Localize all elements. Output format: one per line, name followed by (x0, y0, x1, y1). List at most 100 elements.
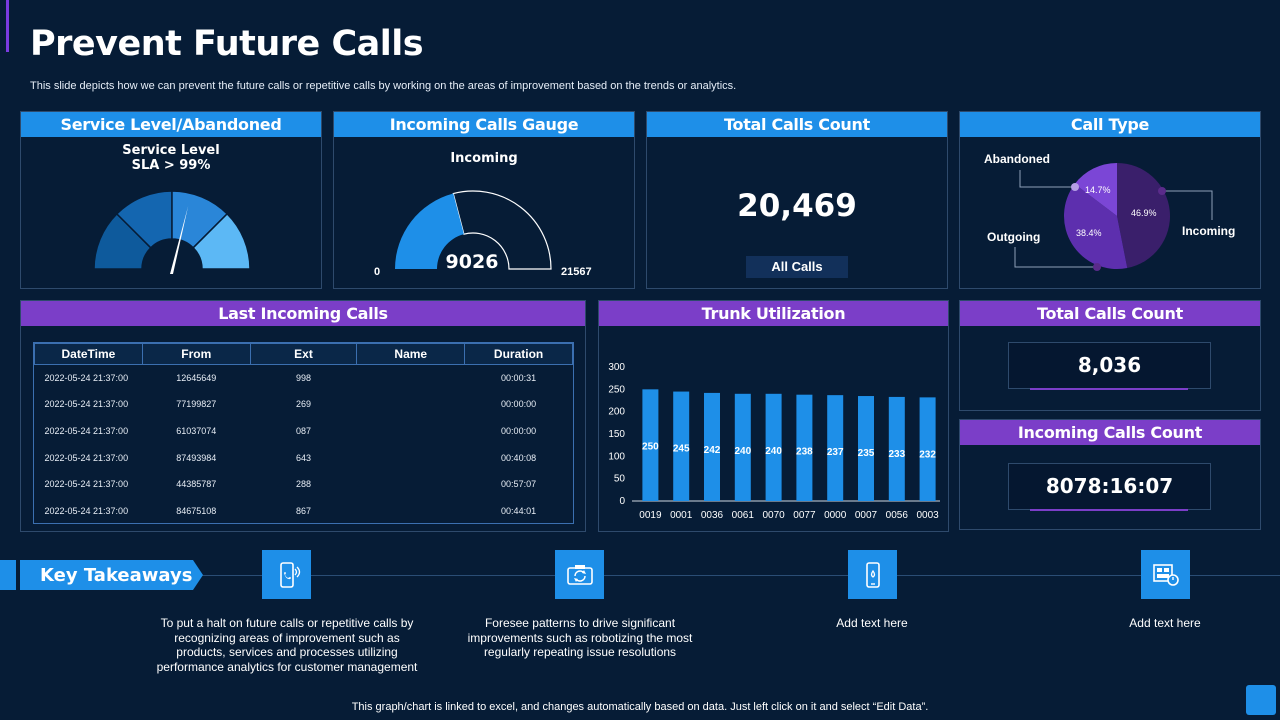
table-cell-ext: 998 (295, 373, 312, 384)
x-tick-label: 0070 (762, 510, 785, 521)
legend-abandoned: Abandoned (984, 152, 1050, 166)
service-level-label: Service Level SLA > 99% (21, 143, 321, 173)
service-level-heading: Service Level/Abandoned (21, 112, 321, 137)
table-cell-duration: 00:00:31 (501, 373, 537, 384)
incoming-gauge (395, 190, 552, 270)
col-duration[interactable]: Duration (464, 343, 573, 365)
table-row[interactable]: 2022-05-24 21:37:00 61037074 087 00:00:00 (35, 418, 573, 445)
legend-outgoing: Outgoing (987, 230, 1041, 244)
gauge-fill (395, 193, 464, 269)
phone-icon (262, 550, 311, 599)
table-cell-duration: 00:40:08 (501, 452, 537, 463)
incoming-gauge-label: Incoming (450, 151, 518, 166)
table-cell-from: 84675108 (176, 505, 217, 516)
x-tick-label: 0001 (670, 510, 693, 521)
legend-incoming: Incoming (1182, 224, 1236, 238)
outgoing-leader-line (1014, 247, 1097, 268)
table-cell-name (357, 418, 465, 445)
incoming-gauge-panel: Incoming Calls Gauge Incoming 9026 0 215… (333, 111, 635, 289)
bar-value-label: 250 (642, 441, 659, 452)
takeaway-text-3: Add text here (836, 616, 908, 630)
table-cell-datetime: 2022-05-24 21:37:00 (44, 452, 129, 463)
trunk-utilization-panel: Trunk Utilization 0 50 100 150 200 250 300 250 0… (598, 300, 949, 532)
col-from[interactable]: From (141, 343, 251, 365)
table-row[interactable]: 2022-05-24 21:37:00 77199827 269 00:00:00 (35, 391, 573, 418)
col-name[interactable]: Name (356, 343, 466, 365)
col-ext[interactable]: Ext (249, 343, 358, 365)
takeaway-text-2: Foresee patterns to drive significant im… (467, 616, 693, 659)
gauge-needle (170, 206, 189, 274)
y-tick-label: 100 (608, 451, 625, 462)
bar-value-label: 237 (827, 447, 844, 458)
footer-note: This graph/chart is linked to excel, and… (351, 701, 929, 713)
x-tick-label: 0000 (824, 510, 847, 521)
page-subtitle: This slide depicts how we can prevent th… (30, 80, 737, 92)
pie-label-abandoned: 14.7% (1085, 185, 1111, 195)
trunk-utilization-heading: Trunk Utilization (599, 301, 948, 326)
pie-slice-outgoing (1064, 184, 1128, 269)
last-calls-panel: Last Incoming Calls DateTime From Ext Na… (20, 300, 586, 532)
incoming-count-panel: Incoming Calls Count 8078:16:07 (959, 419, 1261, 530)
takeaways-tab (0, 560, 16, 590)
total-calls-2-value: 8,036 (1008, 342, 1211, 389)
incoming-leader-line (1162, 190, 1213, 220)
table-cell-from: 61037074 (176, 425, 217, 436)
total-calls-2-underline (1030, 388, 1188, 390)
y-tick-label: 300 (608, 362, 625, 373)
table-header-row: DateTime From Ext Name Duration (34, 343, 573, 365)
table-cell-name (357, 444, 465, 471)
table-row[interactable]: 2022-05-24 21:37:00 44385787 288 00:57:07 (35, 471, 573, 498)
table-cell-datetime: 2022-05-24 21:37:00 (44, 373, 129, 384)
table-cell-duration: 00:00:00 (501, 425, 537, 436)
incoming-marker (1158, 187, 1166, 195)
table-cell-duration: 00:00:00 (501, 399, 537, 410)
total-calls-heading: Total Calls Count (647, 112, 947, 137)
total-calls-caption: All Calls (746, 256, 848, 278)
bar-value-label: 240 (734, 446, 751, 457)
takeaway-text-4: Add text here (1129, 616, 1201, 630)
trunk-utilization-chart: 0 50 100 150 200 250 300 250 0019 245 0001 242 0036 2… (608, 362, 940, 521)
incoming-count-heading: Incoming Calls Count (960, 420, 1260, 445)
call-type-panel: Call Type Abandoned Incoming Outgoing 46… (959, 111, 1261, 289)
bar-0061 (734, 393, 751, 501)
table-cell-from: 77199827 (176, 399, 217, 410)
x-tick-label: 0077 (793, 510, 816, 521)
incoming-gauge-min: 0 (374, 266, 381, 278)
service-level-panel: Service Level/Abandoned Service Level SL… (20, 111, 322, 289)
dashboard-icon (1141, 550, 1190, 599)
call-type-heading: Call Type (960, 112, 1260, 137)
table-cell-datetime: 2022-05-24 21:37:00 (44, 479, 129, 490)
table-cell-name (357, 497, 465, 524)
bar-value-label: 232 (919, 449, 936, 460)
pie-label-outgoing: 38.4% (1076, 228, 1102, 238)
table-cell-datetime: 2022-05-24 21:37:00 (44, 399, 129, 410)
table-row[interactable]: 2022-05-24 21:37:00 84675108 867 00:44:01 (35, 497, 573, 524)
table-row[interactable]: 2022-05-24 21:37:00 12645649 998 00:00:31 (35, 365, 573, 392)
table-row[interactable]: 2022-05-24 21:37:00 87493984 643 00:40:08 (35, 444, 573, 471)
table-cell-ext: 867 (295, 505, 312, 516)
takeaways-line (200, 575, 1280, 576)
table-cell-ext: 288 (295, 479, 312, 490)
bar-value-label: 242 (704, 445, 721, 456)
table-cell-duration: 00:57:07 (501, 479, 537, 490)
y-tick-label: 250 (608, 384, 625, 395)
table-cell-from: 12645649 (176, 373, 217, 384)
x-tick-label: 0061 (732, 510, 755, 521)
bar-0019 (642, 389, 659, 501)
table-cell-ext: 269 (295, 399, 312, 410)
bar-value-label: 245 (673, 444, 690, 455)
table-cell-duration: 00:44:01 (501, 505, 537, 516)
x-tick-label: 0019 (639, 510, 662, 521)
takeaways-label: Key Takeaways (40, 565, 193, 586)
incoming-gauge-value: 9026 (445, 251, 499, 273)
bar-value-label: 238 (796, 447, 813, 458)
y-tick-label: 0 (619, 496, 625, 507)
abandoned-marker (1071, 183, 1079, 191)
col-datetime[interactable]: DateTime (34, 343, 143, 365)
bar-0070 (765, 393, 782, 501)
service-level-gauge (93, 190, 251, 274)
x-tick-label: 0007 (855, 510, 878, 521)
bar-value-label: 233 (888, 449, 905, 460)
bar-value-label: 235 (858, 448, 875, 459)
bar-0000 (827, 395, 844, 501)
